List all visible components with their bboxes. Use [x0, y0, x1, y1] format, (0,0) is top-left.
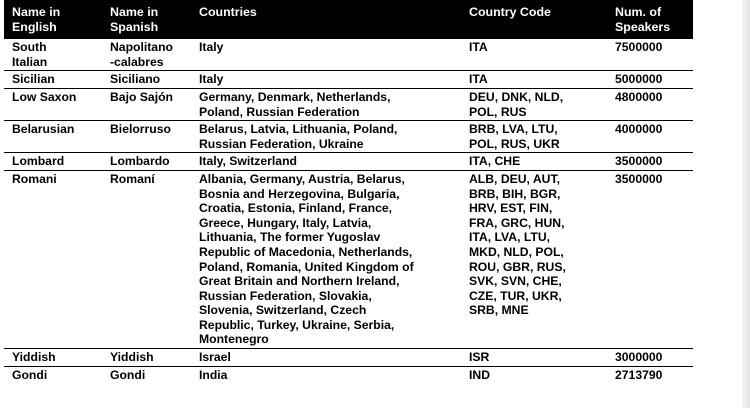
- table-row: South Italian Napolitano -calabres Italy…: [4, 39, 693, 72]
- cell-name-english: Low Saxon: [4, 88, 102, 122]
- cell-countries: Germany, Denmark, Netherlands, Poland, R…: [191, 88, 461, 122]
- cell-countries: Italy: [191, 70, 461, 89]
- table-row: Romani Romaní Albania, Germany, Austria,…: [4, 170, 693, 350]
- table-row: Low Saxon Bajo Sajón Germany, Denmark, N…: [4, 88, 693, 122]
- cell-num-speakers: 3500000: [607, 170, 693, 350]
- cell-name-english: South Italian: [4, 39, 102, 72]
- table-body: South Italian Napolitano -calabres Italy…: [4, 39, 693, 383]
- cell-name-spanish: Yiddish: [102, 348, 191, 367]
- cell-country-code: IND: [469, 367, 490, 382]
- cell-country-code: DEU, DNK, NLD, POL, RUS: [461, 88, 607, 122]
- cell-num-speakers: 5000000: [607, 70, 693, 89]
- header-name-english: Name in English: [4, 0, 102, 40]
- cell-name-english: Sicilian: [4, 70, 102, 89]
- cell-name-spanish: Lombardo: [102, 152, 191, 171]
- table-header: Name in English Name in Spanish Countrie…: [4, 0, 693, 40]
- table-row: Lombard Lombardo Italy, Switzerland ITA,…: [4, 152, 693, 171]
- cell-name-spanish: Gondi: [110, 367, 146, 382]
- cell-countries: Italy: [191, 39, 461, 72]
- cell-num-speakers: 7500000: [607, 39, 693, 72]
- cell-countries: Albania, Germany, Austria, Belarus, Bosn…: [191, 170, 461, 350]
- cell-num-speakers: 4800000: [607, 88, 693, 122]
- cell-country-code: ISR: [461, 348, 607, 367]
- cell-num-speakers: 3500000: [607, 152, 693, 171]
- cell-num-speakers: 3000000: [607, 348, 693, 367]
- table-row: Belarusian Bielorruso Belarus, Latvia, L…: [4, 120, 693, 154]
- page-edge-shadow: [742, 0, 750, 408]
- cell-name-spanish: Bielorruso: [102, 120, 191, 154]
- cell-country-code: BRB, LVA, LTU, POL, RUS, UKR: [461, 120, 607, 154]
- cell-name-english: Gondi: [12, 367, 48, 382]
- cell-country-code: ITA, CHE: [461, 152, 607, 171]
- cell-num-speakers: 4000000: [607, 120, 693, 154]
- header-name-spanish: Name in Spanish: [102, 0, 191, 40]
- header-country-code: Country Code: [461, 0, 607, 40]
- header-row: Name in English Name in Spanish Countrie…: [4, 0, 693, 40]
- cell-countries: India: [199, 367, 228, 382]
- header-countries: Countries: [191, 0, 461, 40]
- cell-countries: Italy, Switzerland: [191, 152, 461, 171]
- cell-name-spanish: Bajo Sajón: [102, 88, 191, 122]
- cell-countries: Belarus, Latvia, Lithuania, Poland, Russ…: [191, 120, 461, 154]
- cell-name-spanish: Siciliano: [102, 70, 191, 89]
- table-row: Gondi Gondi India IND 2713790: [4, 366, 693, 383]
- cell-num-speakers: 2713790: [615, 367, 663, 382]
- cell-countries: Israel: [191, 348, 461, 367]
- header-num-speakers: Num. of Speakers: [607, 0, 693, 40]
- cell-country-code: ITA: [461, 70, 607, 89]
- table-row: Yiddish Yiddish Israel ISR 3000000: [4, 348, 693, 367]
- cell-country-code: ALB, DEU, AUT, BRB, BIH, BGR, HRV, EST, …: [461, 170, 607, 350]
- table-row: Sicilian Siciliano Italy ITA 5000000: [4, 70, 693, 89]
- cell-name-english: Yiddish: [4, 348, 102, 367]
- cell-name-english: Romani: [4, 170, 102, 350]
- cell-name-english: Lombard: [4, 152, 102, 171]
- languages-table: Name in English Name in Spanish Countrie…: [4, 0, 693, 383]
- cell-name-spanish: Napolitano -calabres: [102, 39, 191, 72]
- cell-name-english: Belarusian: [4, 120, 102, 154]
- cell-country-code: ITA: [461, 39, 607, 72]
- cell-name-spanish: Romaní: [102, 170, 191, 350]
